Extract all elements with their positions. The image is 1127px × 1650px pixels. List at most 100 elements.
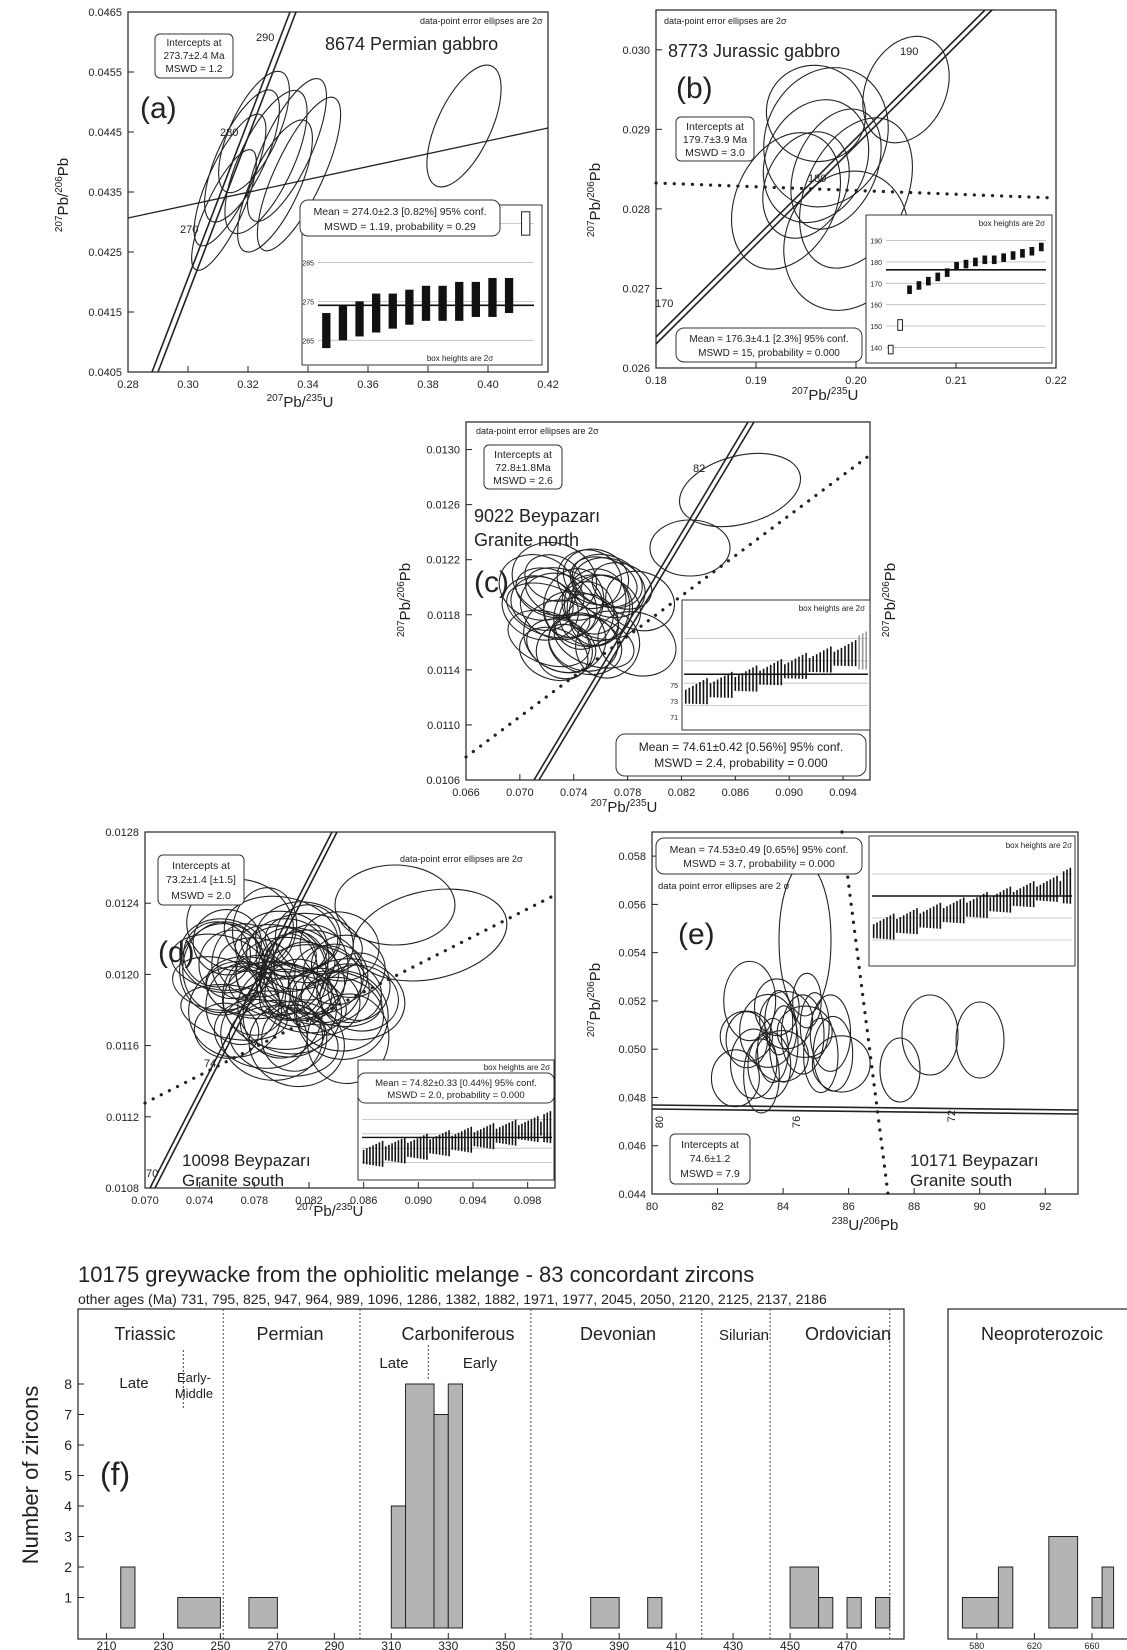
panel-a-y-title: 207Pb/206Pb (54, 158, 72, 232)
panel-f-frame-right (947, 1308, 1127, 1640)
panel-d-xtick-label: 0.074 (186, 1195, 214, 1207)
panel-a-error-ellipse (246, 78, 328, 222)
panel-c-label: (c) (474, 566, 509, 599)
panel-b-error-ellipse (765, 64, 867, 163)
panel-b-inset-ytick: 180 (870, 260, 882, 267)
period-triassic: Triassic (114, 1324, 175, 1344)
panel-d-label: (d) (158, 936, 195, 969)
panel-c-concordia (533, 421, 749, 781)
panel-f-xtick-label: 410 (666, 1639, 686, 1650)
panel-e-y-title: 207Pb/206Pb (586, 963, 604, 1037)
histogram-bar (846, 1597, 862, 1629)
panel-c-error-ellipse (562, 548, 630, 606)
panel-a-ellipse-note: data-point error ellipses are 2σ (420, 16, 543, 26)
panel-e-ytick-label: 0.050 (618, 1044, 646, 1056)
panel-d-error-ellipse (220, 990, 324, 1081)
panel-d-intercepts-line3: MSWD = 2.0 (171, 890, 231, 902)
panel-d-xtick-label: 0.090 (405, 1195, 433, 1207)
panel-f-xtick-label: 470 (837, 1639, 857, 1650)
panel-f-xtick-label: 580 (969, 1641, 984, 1650)
panel-b-error-ellipse (762, 99, 870, 224)
panel-e-age-80: 80 (654, 1116, 666, 1128)
panel-f-title: 10175 greywacke from the ophiolitic mela… (78, 1262, 754, 1287)
panel-c-xtick-label: 0.078 (614, 787, 642, 799)
panel-a-intercepts-line2: 273.7±2.4 Ma (163, 51, 225, 62)
panel-c-xtick-label: 0.090 (775, 787, 803, 799)
panel-d-ytick-label: 0.0124 (105, 898, 139, 910)
panel-c-error-ellipse (559, 593, 619, 647)
panel-b-inset-bar (991, 255, 997, 265)
panel-a-inset-bar (372, 293, 381, 333)
subperiod-carboniferous-late: Late (379, 1355, 408, 1372)
panel-e-error-ellipse (901, 994, 959, 1076)
panel-c-xtick-label: 0.086 (722, 787, 750, 799)
panel-d-error-ellipse (180, 984, 288, 1041)
panel-b-age-170: 170 (655, 298, 673, 310)
panel-d-xticks: 0.070 0.074 0.078 0.082 0.086 0.090 0.094 0.098 (131, 1182, 541, 1207)
panel-e-concordia-edge (651, 1108, 1079, 1115)
panel-a-inset: 295285275265 Mean = 274.0±2.3 [0.82%] 95… (299, 199, 543, 366)
panel-a-error-ellipse (218, 70, 290, 194)
panel-d-error-ellipse (264, 958, 333, 1028)
panel-d-sample-line2: Granite south (182, 1171, 284, 1190)
panel-c-error-ellipse (524, 554, 583, 602)
panel-a-inset-bar (471, 281, 480, 317)
panel-e-error-ellipse (776, 1005, 833, 1058)
panel-b-concordia-edge (655, 9, 993, 345)
panel-b-inset-bar (887, 344, 894, 355)
subperiod-carboniferous-early: Early (463, 1355, 498, 1372)
panel-b-inset-bar (1001, 253, 1006, 262)
panel-e-error-ellipse (803, 1017, 839, 1094)
panel-f-frame-left (77, 1308, 905, 1640)
period-carboniferous: Carboniferous (401, 1324, 514, 1344)
panel-c-age-82: 82 (693, 463, 705, 475)
panel-b-xtick-label: 0.22 (1045, 375, 1066, 387)
panel-e-error-ellipse (799, 992, 830, 1060)
panel-c-error-ellipse (548, 614, 623, 676)
panel-d-intercepts-line1: Intercepts at (172, 860, 230, 872)
panel-b-inset-ytick: 170 (870, 281, 882, 288)
panel-c-intercepts-line2: 72.8±1.8Ma (495, 462, 551, 474)
panel-b-xtick-label: 0.21 (945, 375, 966, 387)
panel-e-age-76: 76 (791, 1116, 803, 1128)
panel-a-ytick-label: 0.0415 (88, 307, 122, 319)
panel-f-xtick-label: 210 (96, 1639, 116, 1650)
panel-a-xtick-label: 0.32 (237, 379, 258, 391)
panel-b-inset-note: box heights are 2σ (979, 219, 1045, 228)
panel-b-inset-bar (897, 319, 903, 331)
panel-b-error-ellipse (862, 35, 950, 144)
histogram-bar (248, 1597, 278, 1629)
histogram-bar (120, 1566, 136, 1629)
panel-e-regression-line (840, 830, 890, 1196)
panel-b-xtick-label: 0.18 (645, 375, 666, 387)
panel-e-error-ellipse (955, 1001, 1005, 1079)
panel-b-error-ellipse (730, 132, 842, 270)
panel-c-error-ellipse (556, 549, 622, 609)
panel-e-mean-line1: Mean = 74.53±0.49 [0.65%] 95% conf. (670, 844, 849, 856)
panel-d-error-ellipse (352, 888, 508, 982)
panel-c-sample-line1: 9022 Beypazarı (474, 506, 600, 526)
panel-c-inset-bars (684, 631, 868, 706)
panel-d-age-74: 74 (204, 1058, 216, 1070)
panel-d-xtick-label: 0.070 (131, 1195, 159, 1207)
panel-e-intercepts-line2: 74.6±1.2 (690, 1153, 731, 1165)
panel-c-mean-line2: MSWD = 2.4, probability = 0.000 (654, 756, 828, 770)
panel-f: 10175 greywacke from the ophiolitic mela… (18, 1262, 1127, 1650)
panel-a-ytick-label: 0.0405 (88, 367, 122, 379)
panel-c-mean-box (615, 733, 867, 777)
panel-f-subtitle: other ages (Ma) 731, 795, 825, 947, 964,… (78, 1291, 827, 1307)
panel-a-inset-bar (388, 293, 397, 329)
histogram-bar (177, 1597, 221, 1629)
panel-d-intercepts-box (157, 854, 245, 906)
panel-d-ytick-label: 0.0116 (106, 1041, 139, 1053)
panel-e-inset-note: box heights are 2σ (1006, 841, 1072, 850)
panel-d-xtick-label: 0.094 (459, 1195, 487, 1207)
period-permian: Permian (256, 1324, 323, 1344)
panel-a-inset-note: box heights are 2σ (427, 354, 493, 363)
panel-f-ytick-label: 1 (64, 1590, 72, 1606)
panel-b-sample-name: 8773 Jurassic gabbro (668, 41, 840, 61)
panel-c-ellipses (498, 452, 802, 682)
histogram-bar (590, 1597, 620, 1629)
panel-e-inset-bars (872, 867, 1072, 941)
